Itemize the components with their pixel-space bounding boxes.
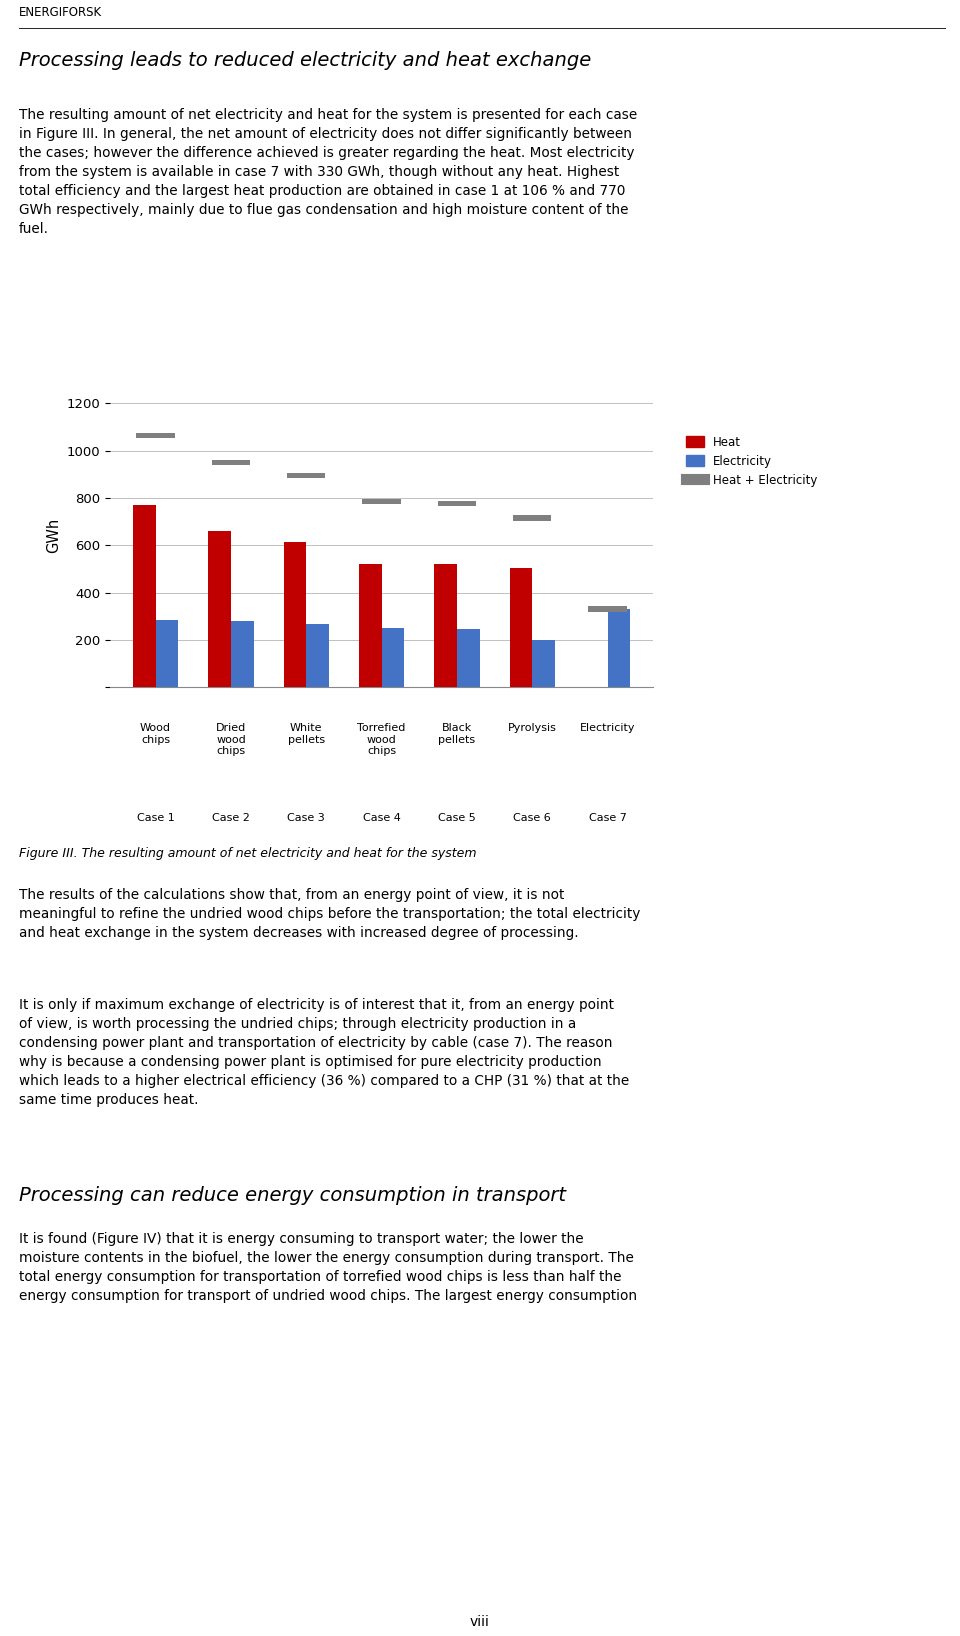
- Bar: [136, 432, 175, 438]
- Text: The resulting amount of net electricity and heat for the system is presented for: The resulting amount of net electricity …: [19, 108, 637, 236]
- Text: Case 3: Case 3: [287, 813, 325, 823]
- Y-axis label: GWh: GWh: [46, 519, 61, 553]
- Bar: [532, 640, 555, 687]
- Bar: [231, 622, 253, 687]
- Bar: [434, 564, 457, 687]
- Bar: [283, 542, 306, 687]
- Bar: [382, 628, 404, 687]
- Bar: [438, 501, 476, 507]
- Legend: Heat, Electricity, Heat + Electricity: Heat, Electricity, Heat + Electricity: [685, 435, 817, 486]
- Text: Figure III. The resulting amount of net electricity and heat for the system: Figure III. The resulting amount of net …: [19, 847, 477, 861]
- Bar: [212, 460, 251, 465]
- Text: White
pellets: White pellets: [288, 723, 324, 744]
- Text: ENERGIFORSK: ENERGIFORSK: [19, 5, 103, 18]
- Text: It is found (Figure IV) that it is energy consuming to transport water; the lowe: It is found (Figure IV) that it is energ…: [19, 1232, 637, 1302]
- Text: Black
pellets: Black pellets: [439, 723, 475, 744]
- Bar: [608, 609, 630, 687]
- Bar: [156, 620, 179, 687]
- Bar: [306, 625, 329, 687]
- Text: Case 1: Case 1: [136, 813, 175, 823]
- Bar: [510, 568, 532, 687]
- Text: Case 7: Case 7: [588, 813, 627, 823]
- Text: Torrefied
wood
chips: Torrefied wood chips: [357, 723, 406, 756]
- Bar: [208, 532, 231, 687]
- Text: The results of the calculations show that, from an energy point of view, it is n: The results of the calculations show tha…: [19, 888, 640, 941]
- Text: Processing can reduce energy consumption in transport: Processing can reduce energy consumption…: [19, 1186, 566, 1206]
- Text: Wood
chips: Wood chips: [140, 723, 171, 744]
- Text: Case 2: Case 2: [212, 813, 250, 823]
- Bar: [457, 630, 480, 687]
- Bar: [513, 515, 551, 520]
- Text: Electricity: Electricity: [580, 723, 636, 733]
- Text: viii: viii: [470, 1615, 490, 1629]
- Text: Case 4: Case 4: [363, 813, 400, 823]
- Text: Processing leads to reduced electricity and heat exchange: Processing leads to reduced electricity …: [19, 51, 591, 70]
- Bar: [287, 473, 325, 478]
- Text: Pyrolysis: Pyrolysis: [508, 723, 557, 733]
- Bar: [588, 607, 627, 612]
- Bar: [133, 506, 156, 687]
- Text: Dried
wood
chips: Dried wood chips: [216, 723, 246, 756]
- Bar: [362, 499, 401, 504]
- Text: Case 5: Case 5: [438, 813, 476, 823]
- Text: Case 6: Case 6: [514, 813, 551, 823]
- Text: It is only if maximum exchange of electricity is of interest that it, from an en: It is only if maximum exchange of electr…: [19, 998, 630, 1106]
- Bar: [359, 564, 381, 687]
